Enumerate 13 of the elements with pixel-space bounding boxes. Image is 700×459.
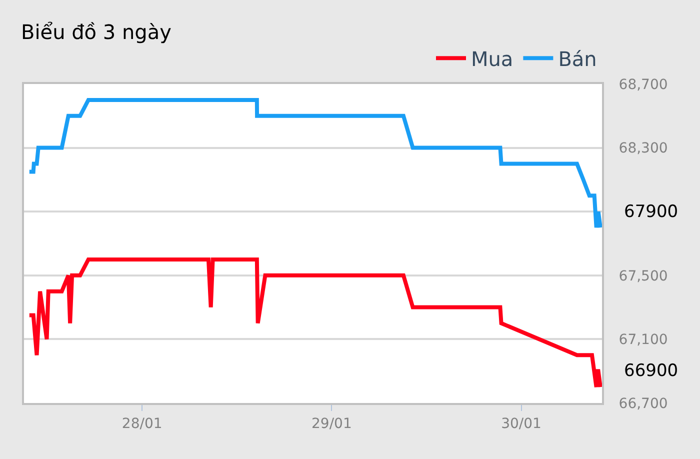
- annotation: 66900: [624, 361, 678, 381]
- y-tick-label: 67,100: [618, 332, 668, 348]
- legend-label: Mua: [471, 46, 514, 71]
- legend-label: Bán: [558, 46, 597, 71]
- x-tick-label: 30/01: [501, 416, 542, 432]
- x-tick-label: 28/01: [122, 416, 162, 432]
- chart-title: Biểu đồ 3 ngày: [21, 20, 172, 44]
- x-tick-label: 29/01: [312, 416, 352, 432]
- y-tick-label: 66,700: [618, 396, 668, 412]
- y-tick-label: 68,300: [618, 140, 668, 157]
- y-tick-label: 68,700: [618, 76, 668, 93]
- y-tick-label: 67,500: [618, 268, 668, 284]
- annotation: 67900: [624, 202, 678, 222]
